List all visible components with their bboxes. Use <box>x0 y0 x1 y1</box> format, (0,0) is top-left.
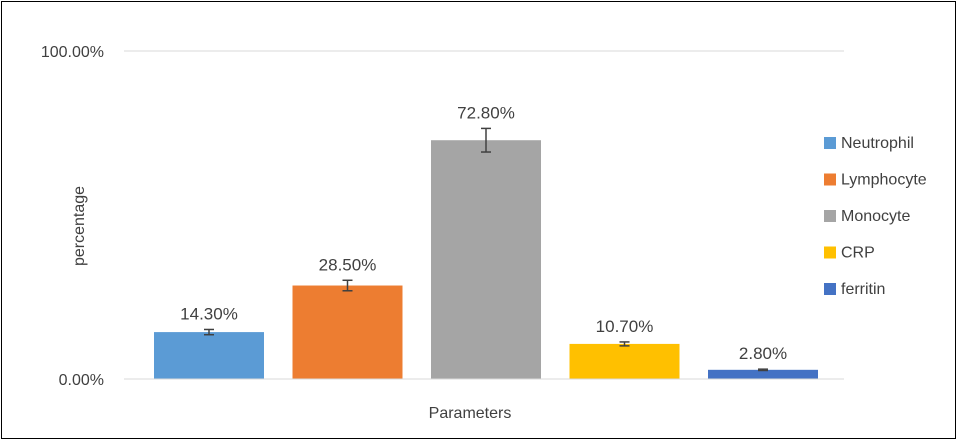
error-bar-lymphocyte <box>342 279 353 292</box>
y-tick-label: 100.00% <box>41 44 104 61</box>
legend-swatch-crp <box>824 246 836 259</box>
bar-lymphocyte <box>292 285 403 379</box>
data-label-neutrophil: 14.30% <box>180 304 238 323</box>
legend-label-monocyte: Monocyte <box>841 208 910 225</box>
legend-label-neutrophil: Neutrophil <box>841 135 914 152</box>
y-tick-label: 0.00% <box>59 372 104 389</box>
y-axis-title: percentage <box>71 186 88 266</box>
legend-swatch-monocyte <box>824 210 836 222</box>
data-label-crp: 10.70% <box>596 317 654 336</box>
legend-swatch-neutrophil <box>824 137 836 149</box>
bar-crp <box>569 343 680 379</box>
error-bar-monocyte <box>481 127 491 153</box>
bar-neutrophil <box>154 332 264 379</box>
legend-label-lymphocyte: Lymphocyte <box>841 172 927 189</box>
legend-label-ferritin: ferritin <box>841 281 885 298</box>
data-label-lymphocyte: 28.50% <box>319 255 377 274</box>
bar-ferritin <box>708 369 818 379</box>
error-bar-ferritin <box>758 368 768 372</box>
error-bar-neutrophil <box>204 328 214 336</box>
bar-monocyte <box>431 140 541 379</box>
legend-label-crp: CRP <box>841 245 875 262</box>
x-axis-title: Parameters <box>429 405 512 422</box>
data-label-monocyte: 72.80% <box>457 103 515 122</box>
legend-swatch-ferritin <box>824 283 836 295</box>
legend-swatch-lymphocyte <box>824 173 836 186</box>
error-bar-crp <box>619 341 630 347</box>
data-label-ferritin: 2.80% <box>739 344 787 363</box>
